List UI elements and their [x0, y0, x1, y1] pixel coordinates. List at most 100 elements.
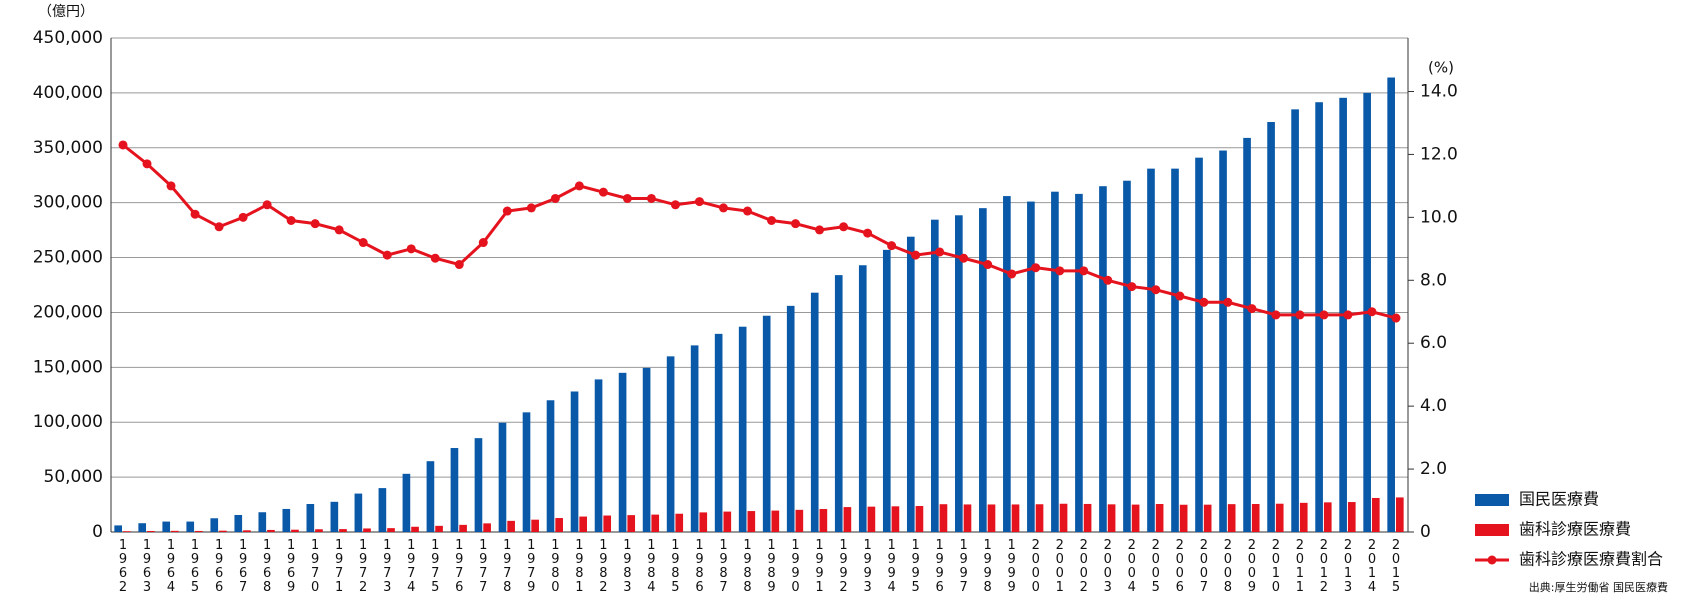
legend-swatch [1475, 524, 1509, 536]
x-tick-label: 1995 [908, 538, 923, 594]
x-tick-label: 1971 [332, 538, 347, 594]
x-tick-label: 1975 [428, 538, 443, 594]
bar [786, 305, 795, 532]
line-point [839, 222, 849, 232]
bar [1131, 504, 1140, 532]
line-point [214, 222, 224, 232]
line-point [1031, 263, 1041, 273]
x-tick-label: 1985 [668, 538, 683, 594]
x-tick-label: 1998 [980, 538, 995, 594]
line-point [382, 250, 392, 260]
bar [1179, 504, 1188, 532]
bar [714, 333, 723, 532]
line-point [1175, 291, 1185, 301]
x-tick-label: 1989 [764, 538, 779, 594]
bar [258, 512, 267, 532]
line-point [334, 225, 344, 235]
legend-label: 歯科診療医療費 [1519, 520, 1631, 539]
bar [1107, 504, 1116, 532]
line-point [1367, 307, 1377, 317]
legend-label: 歯科診療医療費割合 [1519, 550, 1663, 569]
bar [186, 521, 195, 532]
bar [507, 520, 515, 532]
x-tick-label: 1997 [956, 538, 971, 594]
line-point [574, 181, 584, 191]
bar [531, 519, 539, 532]
x-tick-label: 1993 [860, 538, 875, 594]
x-tick-label: 2001 [1052, 538, 1067, 594]
bar [1027, 201, 1035, 532]
bar [234, 514, 243, 532]
bar [123, 531, 131, 532]
bar [291, 529, 299, 532]
line-point [262, 200, 272, 210]
bar [1075, 193, 1083, 532]
bar [882, 249, 891, 533]
bar [474, 438, 483, 532]
x-tick-label: 1988 [740, 538, 755, 594]
bar [195, 530, 203, 532]
bar [426, 461, 435, 532]
x-tick-label: 1990 [788, 538, 803, 594]
bar [411, 526, 419, 532]
source: 出典:厚生労働省 国民医療費 [1529, 580, 1668, 594]
line-point [887, 241, 897, 251]
x-tick-label: 1983 [620, 538, 635, 594]
bar [330, 501, 339, 532]
bar [795, 509, 804, 532]
bar [1155, 504, 1164, 532]
bar [1227, 504, 1236, 532]
line-point [983, 260, 993, 270]
bar [1035, 504, 1044, 532]
x-tick-label: 2003 [1100, 538, 1115, 594]
bar [1275, 503, 1284, 532]
bar [579, 516, 588, 532]
bar [906, 236, 915, 532]
line-point [1343, 310, 1353, 320]
bar [1099, 186, 1107, 532]
bar [363, 528, 371, 532]
x-tick-label: 2014 [1364, 538, 1379, 594]
bar [955, 215, 963, 532]
x-tick-label: 1991 [812, 538, 827, 594]
bar [1387, 77, 1395, 533]
bar [738, 326, 747, 532]
bar [891, 506, 900, 532]
x-tick-label: 2002 [1076, 538, 1091, 594]
bar [387, 528, 395, 532]
bar [987, 504, 996, 532]
y-tick-label: 150,000 [33, 357, 103, 377]
x-tick-label: 1981 [572, 538, 587, 594]
bar [762, 315, 771, 532]
bar [1267, 121, 1275, 532]
x-tick-label: 1970 [308, 538, 323, 594]
line-point [863, 228, 873, 238]
x-tick-label: 1976 [452, 538, 467, 594]
bar [1147, 168, 1155, 532]
line-point [166, 181, 176, 191]
y-tick-label: 300,000 [33, 193, 103, 213]
x-tick-label: 1972 [356, 538, 371, 594]
line-point [142, 159, 152, 169]
y-tick-label: 250,000 [33, 248, 103, 268]
x-tick-label: 1968 [260, 538, 275, 594]
bar [1323, 502, 1332, 532]
bar [858, 265, 867, 532]
y-tick-label: 0 [92, 522, 103, 542]
bar [459, 524, 467, 532]
line-point [598, 187, 608, 197]
bar [1083, 503, 1092, 532]
bar [699, 512, 708, 532]
x-tick-label: 2012 [1316, 538, 1331, 594]
x-tick-label: 1996 [932, 538, 947, 594]
bar [618, 372, 627, 532]
bar [747, 511, 756, 532]
bar [1299, 502, 1308, 532]
line-point [911, 250, 921, 260]
bar [1395, 497, 1404, 532]
x-tick-label: 2008 [1220, 538, 1235, 594]
y-tick-label: 100,000 [33, 412, 103, 432]
bar [1371, 497, 1380, 532]
y2-tick-label: 8.0 [1420, 270, 1447, 290]
bar [651, 514, 660, 532]
